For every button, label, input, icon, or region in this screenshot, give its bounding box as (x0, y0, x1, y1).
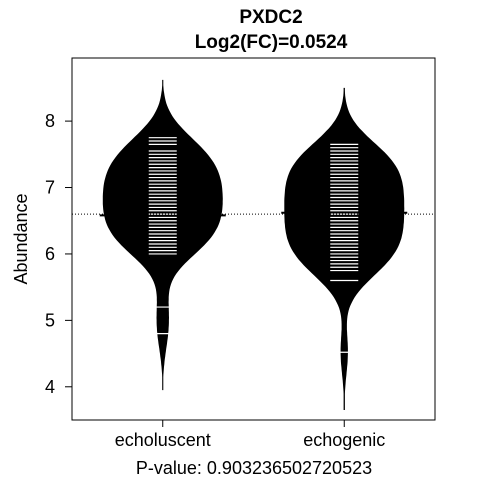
beans-layer (99, 79, 408, 411)
x-tick-label: echoluscent (115, 430, 211, 450)
y-tick-label: 7 (45, 178, 55, 198)
y-tick-label: 4 (45, 377, 55, 397)
x-tick-label: echogenic (303, 430, 385, 450)
x-axis: echoluscent echogenic (115, 419, 385, 450)
y-tick-label: 5 (45, 310, 55, 330)
bean-echoluscent (102, 79, 223, 391)
chart-title: PXDC2 (239, 7, 302, 28)
y-axis-title: Abundance (11, 193, 31, 284)
y-tick-label: 6 (45, 244, 55, 264)
bean-echogenic (284, 87, 405, 411)
chart-subtitle: Log2(FC)=0.0524 (195, 32, 348, 53)
p-value-footer: P-value: 0.903236502720523 (136, 458, 372, 478)
y-tick-label: 8 (45, 111, 55, 131)
y-axis: 4 5 6 7 8 (45, 111, 73, 397)
